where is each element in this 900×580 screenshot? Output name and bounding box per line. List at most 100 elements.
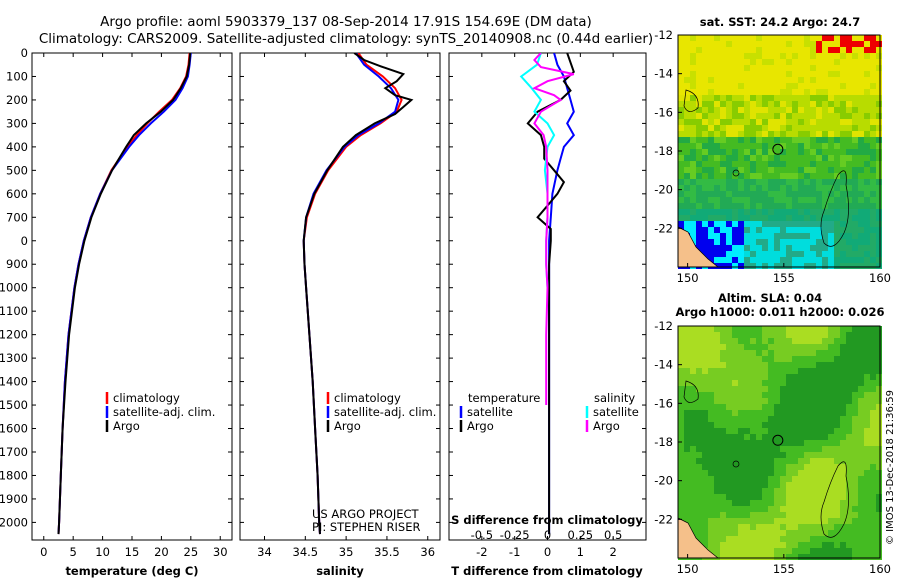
map-cell [714,245,720,251]
map-cell [678,161,684,167]
map-cell [684,362,690,368]
map-cell [828,251,834,257]
map-cell [696,458,702,464]
map-cell [696,77,702,83]
temperature-legend: climatology satellite-adj. clim. Argo [105,391,215,433]
map-cell [780,524,786,530]
map-cell [786,380,792,386]
map-cell [702,488,708,494]
map-cell [696,470,702,476]
map-cell [774,392,780,398]
map-cell [768,338,774,344]
map-cell [738,386,744,392]
map-cell [834,422,840,428]
map-cell [852,59,858,65]
map-cell [840,263,846,269]
map-cell [840,83,846,89]
map-cell [792,458,798,464]
map-cell [726,221,732,227]
map-cell [846,554,852,560]
map-cell [858,227,864,233]
map-cell [762,554,768,560]
map-cell [756,239,762,245]
map-cell [822,362,828,368]
map-cell [774,380,780,386]
map-cell [822,410,828,416]
map-cell [870,524,876,530]
map-cell [828,434,834,440]
map-cell [810,119,816,125]
map-cell [750,428,756,434]
map-cell [840,494,846,500]
map-cell [768,227,774,233]
map-cell [846,398,852,404]
map-cell [840,356,846,362]
map-cell [870,434,876,440]
map-cell [780,149,786,155]
map-cell [726,113,732,119]
map-cell [756,428,762,434]
map-cell [870,422,876,428]
map-cell [708,119,714,125]
map-cell [702,326,708,332]
map-cell [804,203,810,209]
figure-title-line2: Climatology: CARS2009. Satellite-adjuste… [39,31,653,47]
map-cell [864,452,870,458]
map-cell [840,185,846,191]
map-cell [714,404,720,410]
map-cell [726,404,732,410]
map-cell [792,512,798,518]
map-cell [738,239,744,245]
map-cell [804,239,810,245]
map-cell [714,548,720,554]
map-cell [780,410,786,416]
map-cell [738,173,744,179]
map-x-tick-label: 155 [773,562,795,576]
map-cell [768,173,774,179]
map-cell [792,482,798,488]
map-cell [684,326,690,332]
map-cell [774,554,780,560]
map-cell [792,95,798,101]
map-cell [810,83,816,89]
map-cell [720,416,726,422]
map-cell [864,77,870,83]
map-cell [786,239,792,245]
map-cell [834,440,840,446]
map-cell [750,41,756,47]
map-cell [792,53,798,59]
map-cell [786,197,792,203]
map-cell [726,191,732,197]
map-cell [870,554,876,560]
map-cell [816,35,822,41]
map-cell [738,536,744,542]
map-cell [846,332,852,338]
map-cell [768,185,774,191]
map-cell [870,89,876,95]
map-cell [690,179,696,185]
map-cell [792,251,798,257]
map-cell [756,368,762,374]
x-tick-label: 20 [154,545,169,559]
map-cell [696,233,702,239]
map-cell [822,542,828,548]
map-cell [786,41,792,47]
map-y-tick-label: -14 [654,67,673,81]
map-cell [744,107,750,113]
map-cell [846,542,852,548]
map-cell [834,149,840,155]
map-cell [876,464,882,470]
series-line-argo [57,53,192,535]
map-cell [798,89,804,95]
map-cell [828,257,834,263]
map-cell [690,47,696,53]
map-cell [732,197,738,203]
map-cell [762,464,768,470]
map-cell [696,137,702,143]
map-cell [768,161,774,167]
map-cell [702,470,708,476]
map-cell [858,446,864,452]
map-cell [822,113,828,119]
map-cell [816,530,822,536]
map-cell [780,137,786,143]
